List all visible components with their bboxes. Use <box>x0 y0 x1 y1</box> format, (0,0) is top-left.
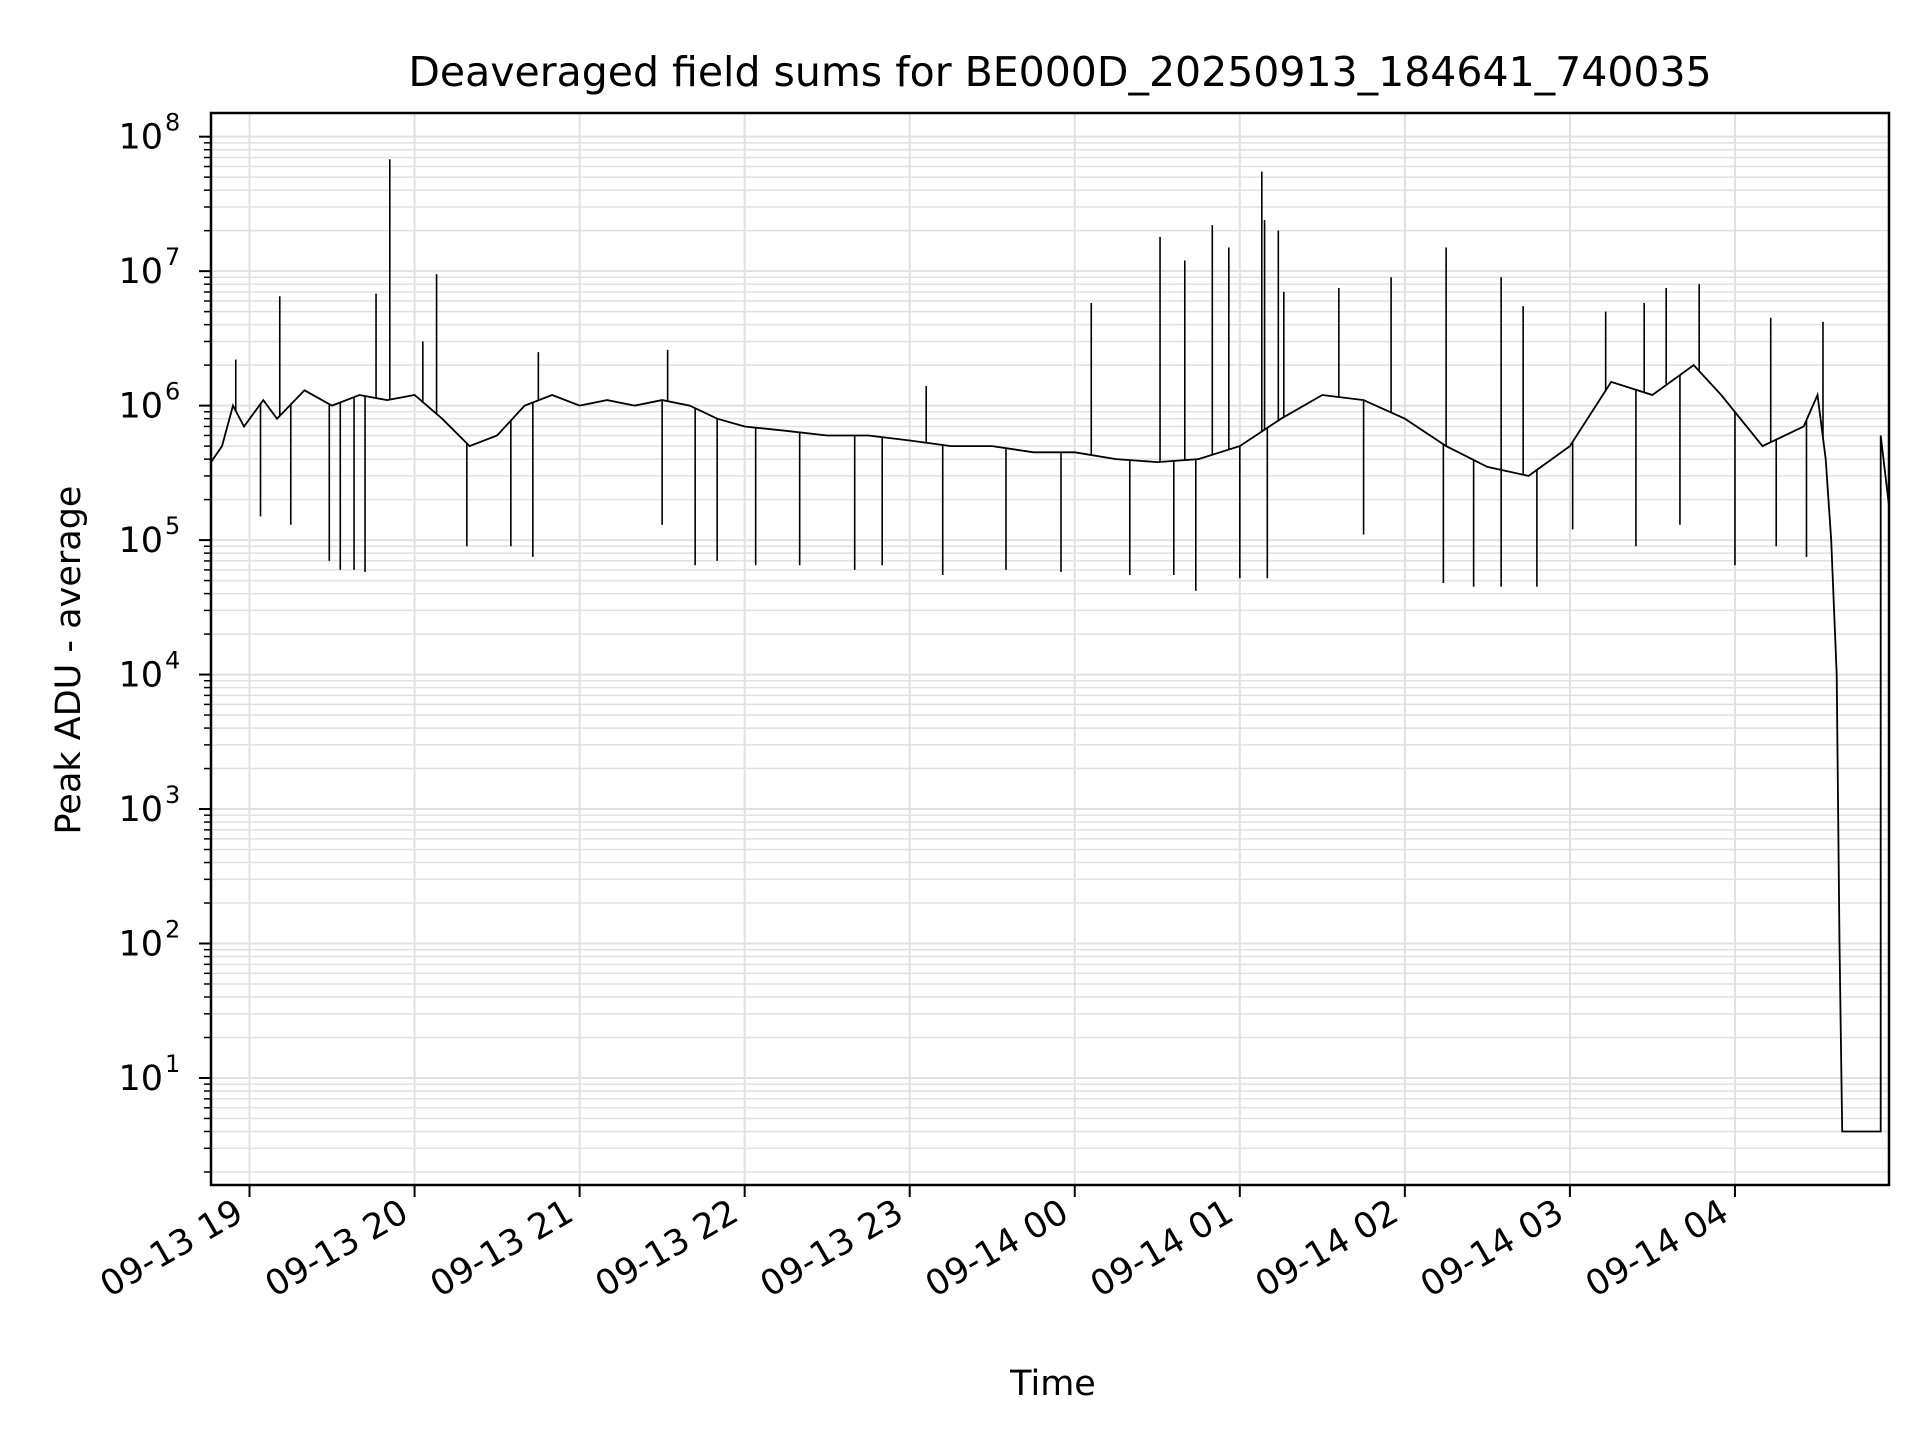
series-group <box>210 159 1890 1133</box>
y-tick-exponent: 4 <box>165 647 180 675</box>
y-tick-label: 10 <box>118 790 163 830</box>
y-tick-label: 10 <box>118 118 163 158</box>
y-tick-label: 10 <box>118 252 163 292</box>
y-axis-label: Peak ADU - average <box>49 486 89 835</box>
series-line <box>210 363 1890 1133</box>
y-tick-label: 10 <box>118 656 163 696</box>
y-tick-exponent: 8 <box>165 109 180 137</box>
y-tick-exponent: 3 <box>165 781 180 809</box>
y-tick-label: 10 <box>118 387 163 427</box>
y-tick-label: 10 <box>118 521 163 561</box>
y-tick-exponent: 6 <box>165 378 180 406</box>
plot-frame <box>209 111 1891 1187</box>
y-tick-exponent: 1 <box>165 1050 180 1078</box>
y-tick-exponent: 5 <box>165 512 180 540</box>
x-axis-label: Time <box>1009 1364 1096 1404</box>
chart-title: Deaveraged field sums for BE000D_2025091… <box>408 48 1711 96</box>
grid <box>211 113 1889 1185</box>
y-tick-exponent: 2 <box>165 916 180 944</box>
y-tick-exponent: 7 <box>165 243 180 271</box>
y-tick-label: 10 <box>118 1059 163 1099</box>
y-tick-label: 10 <box>118 925 163 965</box>
